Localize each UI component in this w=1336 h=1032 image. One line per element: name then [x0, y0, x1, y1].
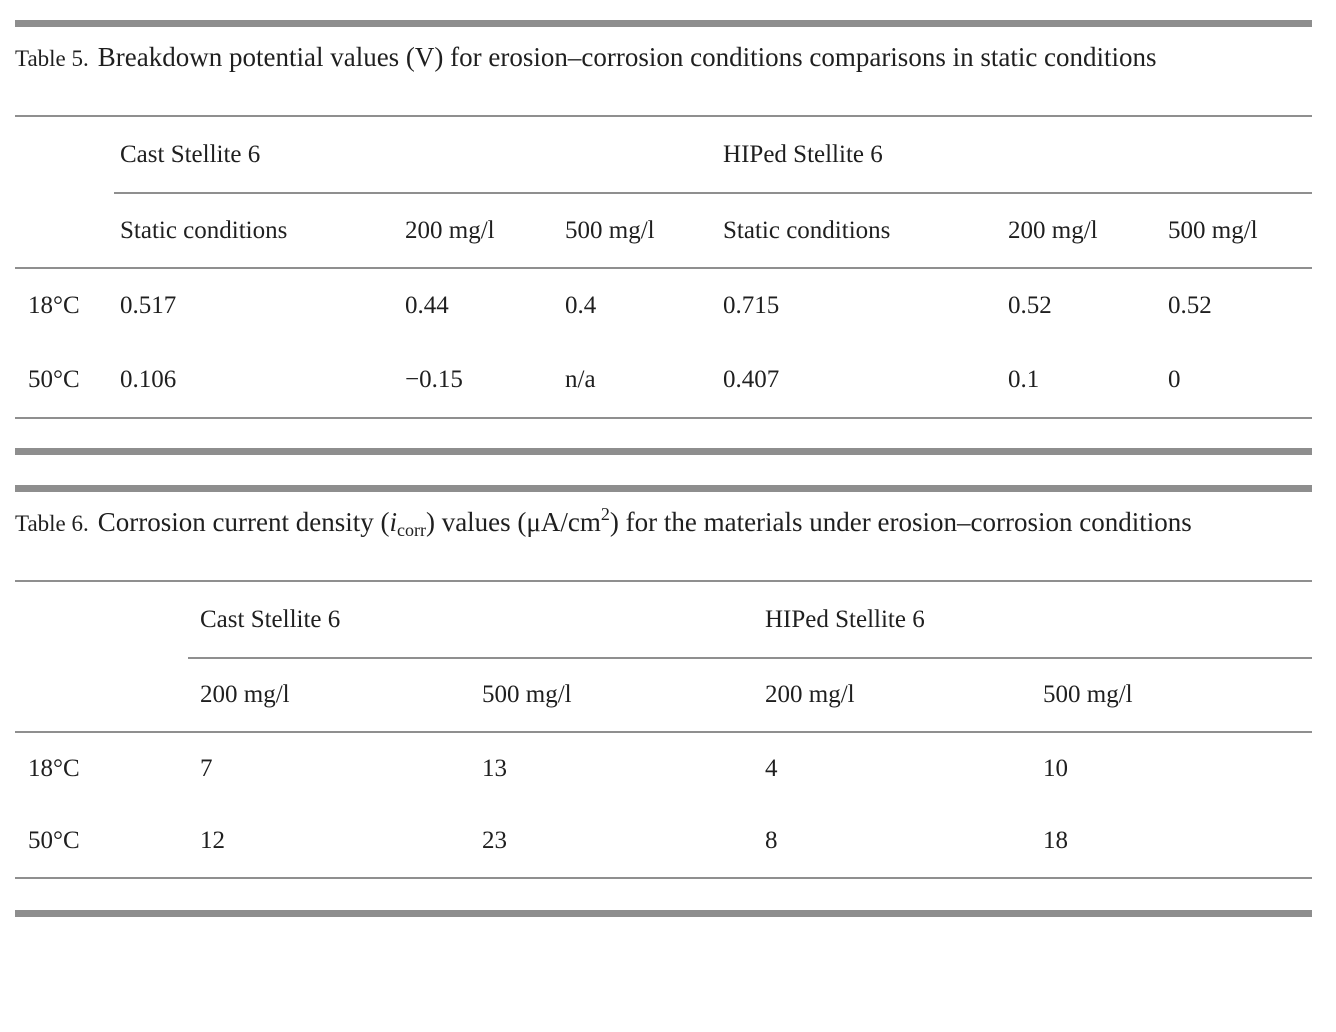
- table5-caption-text: Breakdown potential values (V) for erosi…: [97, 42, 1157, 72]
- table-cell: 0.106: [120, 366, 177, 393]
- table6-column-header-row: 200 mg/l 500 mg/l 200 mg/l 500 mg/l: [15, 658, 1312, 733]
- table-cell: 10: [1043, 755, 1068, 782]
- top-thick-rule: [15, 20, 1312, 27]
- table6-colhead-empty: [15, 658, 188, 733]
- table-cell: 12: [200, 827, 225, 854]
- table6-group-header-cast: Cast Stellite 6: [188, 581, 753, 659]
- table5-caption: Table 5. Breakdown potential values (V) f…: [15, 27, 1312, 82]
- table-cell: 0: [1168, 366, 1181, 393]
- table-cell: −0.15: [405, 366, 463, 393]
- row-label: 50°C: [28, 827, 80, 854]
- table6-row-18c: 18°C 7 13 4 10: [15, 732, 1312, 805]
- table5-group-header-cast: Cast Stellite 6: [114, 116, 718, 194]
- table-cell: 0.407: [723, 366, 780, 393]
- table-cell: 0.44: [405, 292, 449, 319]
- table-cell: 0.52: [1008, 292, 1052, 319]
- table6-corner-cell: [15, 581, 188, 658]
- table-cell: 8: [765, 827, 778, 854]
- table-cell: 7: [200, 755, 213, 782]
- table6: Cast Stellite 6 HIPed Stellite 6 200 mg/…: [15, 580, 1312, 879]
- table-cell: 0.52: [1168, 292, 1212, 319]
- table-cell: 18: [1043, 827, 1068, 854]
- table-cell: 13: [482, 755, 507, 782]
- table6-group-header-row: Cast Stellite 6 HIPed Stellite 6: [15, 581, 1312, 659]
- table-cell: 0.517: [120, 292, 177, 319]
- table6-bottom-thick-rule: [15, 910, 1312, 917]
- table6-caption-icorr-symbol: i: [389, 507, 397, 537]
- row-label: 18°C: [28, 755, 80, 782]
- table5-colhead-500-cast: 500 mg/l: [559, 193, 718, 269]
- table5-corner-cell: [15, 116, 114, 193]
- table6-caption-icorr-subscript: corr: [396, 520, 426, 540]
- table-cell: 0.4: [565, 292, 597, 319]
- table5-bottom-thick-rule: [15, 448, 1312, 455]
- table5-colhead-200-hiped: 200 mg/l: [1002, 193, 1163, 269]
- row-label: 18°C: [28, 292, 80, 319]
- table5-group-header-row: Cast Stellite 6 HIPed Stellite 6: [15, 116, 1313, 194]
- table-cell: n/a: [565, 366, 596, 393]
- table6-colhead-200-cast: 200 mg/l: [188, 658, 470, 733]
- row-label: 50°C: [28, 366, 80, 393]
- table5: Cast Stellite 6 HIPed Stellite 6 Static …: [15, 115, 1313, 419]
- table-cell: 4: [765, 755, 778, 782]
- table5-colhead-500-hiped: 500 mg/l: [1162, 193, 1313, 269]
- table6-row-50c: 50°C 12 23 8 18: [15, 805, 1312, 878]
- table5-group-header-hiped: HIPed Stellite 6: [717, 116, 1313, 194]
- table6-caption-label: Table 6.: [15, 511, 89, 536]
- page: Table 5. Breakdown potential values (V) f…: [15, 20, 1313, 917]
- table5-colhead-empty: [15, 193, 114, 269]
- table5-caption-label: Table 5.: [15, 46, 89, 71]
- table-cell: 23: [482, 827, 507, 854]
- table5-colhead-static-hiped: Static conditions: [717, 193, 1003, 269]
- table6-colhead-500-cast: 500 mg/l: [470, 658, 753, 733]
- table5-row-50c: 50°C 0.106 −0.15 n/a 0.407 0.1 0: [15, 343, 1312, 418]
- table6-top-thick-rule: [15, 485, 1312, 492]
- table6-caption-part3: ) for the materials under erosion–corros…: [609, 507, 1192, 537]
- table5-column-header-row: Static conditions 200 mg/l 500 mg/l Stat…: [15, 193, 1313, 269]
- table6-colhead-200-hiped: 200 mg/l: [753, 658, 1031, 733]
- table-cell: 0.1: [1008, 366, 1040, 393]
- table6-colhead-500-hiped: 500 mg/l: [1031, 658, 1312, 733]
- table-cell: 0.715: [723, 292, 780, 319]
- table5-colhead-200-cast: 200 mg/l: [399, 193, 559, 269]
- table6-caption-part2: ) values (μA/cm: [425, 507, 601, 537]
- table6-caption: Table 6. Corrosion current density (icorr…: [15, 492, 1312, 547]
- table6-caption-superscript-2: 2: [600, 504, 610, 524]
- table5-row-18c: 18°C 0.517 0.44 0.4 0.715 0.52 0.52: [15, 268, 1312, 343]
- table5-colhead-static-cast: Static conditions: [114, 193, 399, 269]
- table6-caption-part1: Corrosion current density (: [97, 507, 390, 537]
- table6-group-header-hiped: HIPed Stellite 6: [753, 581, 1312, 659]
